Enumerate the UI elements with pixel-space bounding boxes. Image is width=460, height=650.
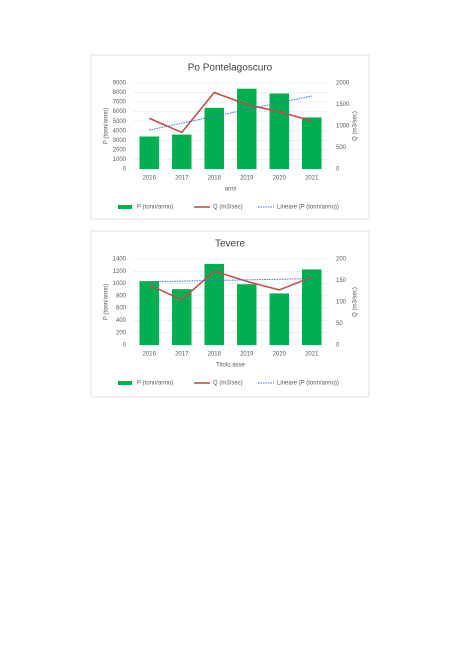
- y2-tick-label: 1000: [336, 124, 350, 130]
- y-tick-label: 9000: [113, 81, 127, 87]
- legend-label: P (tonn/anno): [137, 381, 173, 387]
- bar: [269, 293, 289, 345]
- legend-label: Lineare (P (tonn/anno)): [277, 381, 339, 387]
- legend-label: P (tonn/anno): [137, 205, 173, 211]
- bar: [237, 88, 257, 169]
- x-tick-label: 2018: [208, 176, 222, 182]
- x-tick-label: 2016: [143, 352, 157, 358]
- y-tick-label: 7000: [113, 100, 127, 106]
- legend-label: Lineare (P (tonn/anno)): [277, 205, 339, 211]
- y2-tick-label: 50: [336, 321, 343, 327]
- bar: [237, 284, 257, 345]
- legend-label: Q (m3/sec): [213, 205, 243, 211]
- bar: [172, 289, 192, 345]
- y-tick-label: 200: [116, 330, 127, 336]
- chart-title: Po Pontelagoscuro: [188, 63, 273, 74]
- chart-frame: [90, 54, 370, 220]
- x-tick-label: 2020: [273, 176, 287, 182]
- y-tick-label: 800: [116, 293, 127, 299]
- x-tick-label: 2019: [240, 176, 254, 182]
- x-tick-label: 2017: [175, 352, 189, 358]
- legend-label: Q (m3/sec): [213, 381, 243, 387]
- legend-swatch: [118, 205, 132, 209]
- x-axis-label: Titolo asse: [216, 363, 245, 369]
- y-tick-label: 400: [116, 318, 127, 324]
- y2-tick-label: 1500: [336, 102, 350, 108]
- x-tick-label: 2019: [240, 352, 254, 358]
- y-tick-label: 8000: [113, 90, 127, 96]
- bar: [204, 263, 224, 345]
- x-tick-label: 2017: [175, 176, 189, 182]
- chart-frame: [90, 230, 370, 398]
- y2-axis-label: Q (m3/sec): [353, 111, 359, 141]
- y2-tick-label: 500: [336, 145, 347, 151]
- line: [148, 270, 313, 301]
- y-tick-label: 1400: [113, 257, 127, 263]
- y-tick-label: 6000: [113, 109, 127, 115]
- y-tick-label: 1000: [113, 281, 127, 287]
- x-tick-label: 2021: [305, 176, 319, 182]
- chart-title: Tevere: [215, 239, 245, 250]
- y-tick-label: 0: [123, 167, 127, 173]
- bar: [302, 269, 322, 345]
- y-tick-label: 0: [123, 343, 127, 349]
- trend-line: [149, 95, 312, 131]
- y2-axis-label: Q (m3/sec): [353, 287, 359, 317]
- bar: [204, 107, 224, 169]
- bar: [139, 136, 159, 169]
- y-tick-label: 5000: [113, 119, 127, 125]
- y2-tick-label: 2000: [336, 81, 350, 87]
- y-tick-label: 1000: [113, 157, 127, 163]
- y-tick-label: 3000: [113, 138, 127, 144]
- y-tick-label: 4000: [113, 128, 127, 134]
- line: [148, 91, 312, 134]
- x-tick-label: 2020: [273, 352, 287, 358]
- trend-line: [149, 278, 312, 283]
- x-tick-label: 2021: [305, 352, 319, 358]
- y2-tick-label: 100: [336, 300, 347, 306]
- y2-tick-label: 0: [336, 343, 340, 349]
- legend-swatch: [118, 381, 132, 385]
- y-tick-label: 600: [116, 306, 127, 312]
- y-axis-label: P (tonn/anno): [104, 284, 110, 320]
- bar: [172, 134, 192, 169]
- x-tick-label: 2016: [143, 176, 157, 182]
- x-tick-label: 2018: [208, 352, 222, 358]
- y2-tick-label: 200: [336, 257, 347, 263]
- y2-tick-label: 0: [336, 167, 340, 173]
- bar: [139, 281, 159, 345]
- y2-tick-label: 150: [336, 278, 347, 284]
- bar: [302, 117, 322, 169]
- bar: [269, 93, 289, 169]
- y-axis-label: P (tonn/anno): [104, 108, 110, 144]
- y-tick-label: 2000: [113, 147, 127, 153]
- y-tick-label: 1200: [113, 269, 127, 275]
- x-axis-label: anni: [225, 187, 236, 193]
